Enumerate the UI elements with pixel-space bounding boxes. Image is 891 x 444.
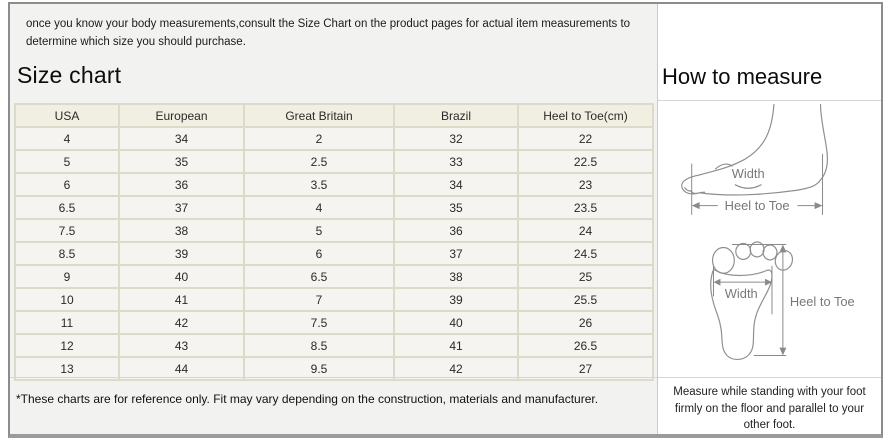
table-row: 8.5 39 6 37 24.5: [14, 241, 654, 266]
table-cell: 42: [393, 356, 519, 381]
table-row: 9 40 6.5 38 25: [14, 264, 654, 289]
table-cell: 39: [393, 287, 519, 312]
left-panel-divider: [10, 377, 657, 378]
table-cell: 2.5: [243, 149, 395, 174]
table-cell: 22: [517, 126, 654, 151]
table-cell: 35: [118, 149, 245, 174]
table-cell: 9: [14, 264, 120, 289]
table-cell: 24: [517, 218, 654, 243]
table-cell: 2: [243, 126, 395, 151]
table-row: 6.5 37 4 35 23.5: [14, 195, 654, 220]
how-to-measure-title: How to measure: [662, 64, 823, 89]
table-cell: 4: [243, 195, 395, 220]
table-cell: 23.5: [517, 195, 654, 220]
table-cell: 39: [118, 241, 245, 266]
table-cell: 13: [14, 356, 120, 381]
table-cell: 41: [393, 333, 519, 358]
size-chart-panel: once you know your body measurements,con…: [10, 4, 657, 434]
table-cell: 34: [118, 126, 245, 151]
table-cell: 43: [118, 333, 245, 358]
table-cell: 42: [118, 310, 245, 335]
foot-side-view-diagram: Width Heel to Toe: [681, 103, 828, 216]
table-cell: 12: [14, 333, 120, 358]
table-column-header: USA: [14, 103, 120, 128]
table-cell: 9.5: [243, 356, 395, 381]
footprint-heel-to-toe-label: Heel to Toe: [790, 294, 855, 309]
table-cell: 10: [14, 287, 120, 312]
size-chart-table: USA European Great Britain Brazil Heel to To…: [14, 103, 654, 381]
table-cell: 32: [393, 126, 519, 151]
table-row: 4 34 2 32 22: [14, 126, 654, 151]
table-cell: 37: [393, 241, 519, 266]
table-cell: 34: [393, 172, 519, 197]
side-heel-to-toe-label: Heel to Toe: [725, 198, 790, 213]
right-panel-divider-bottom: [658, 377, 881, 378]
table-row: 5 35 2.5 33 22.5: [14, 149, 654, 174]
table-header-row: USA European Great Britain Brazil Heel to To…: [14, 103, 654, 128]
table-row: 6 36 3.5 34 23: [14, 172, 654, 197]
footprint-width-label: Width: [725, 286, 758, 301]
table-cell: 11: [14, 310, 120, 335]
size-chart-footnote: *These charts are for reference only. Fi…: [16, 392, 599, 406]
table-cell: 40: [393, 310, 519, 335]
table-cell: 26.5: [517, 333, 654, 358]
table-row: 7.5 38 5 36 24: [14, 218, 654, 243]
table-row: 10 41 7 39 25.5: [14, 287, 654, 312]
table-cell: 44: [118, 356, 245, 381]
table-cell: 38: [118, 218, 245, 243]
table-cell: 24.5: [517, 241, 654, 266]
table-cell: 5: [243, 218, 395, 243]
table-row: 12 43 8.5 41 26.5: [14, 333, 654, 358]
table-cell: 26: [517, 310, 654, 335]
table-cell: 25.5: [517, 287, 654, 312]
table-cell: 3.5: [243, 172, 395, 197]
size-chart-title: Size chart: [17, 62, 122, 88]
table-cell: 25: [517, 264, 654, 289]
table-cell: 8.5: [14, 241, 120, 266]
table-cell: 37: [118, 195, 245, 220]
table-cell: 35: [393, 195, 519, 220]
table-cell: 27: [517, 356, 654, 381]
footprint-top-view-diagram: Width Heel to Toe: [710, 241, 855, 361]
table-cell: 22.5: [517, 149, 654, 174]
table-cell: 7.5: [14, 218, 120, 243]
table-cell: 6.5: [14, 195, 120, 220]
table-column-header: Great Britain: [243, 103, 395, 128]
table-row: 13 44 9.5 42 27: [14, 356, 654, 381]
table-cell: 33: [393, 149, 519, 174]
intro-text: once you know your body measurements,con…: [26, 18, 631, 48]
table-cell: 38: [393, 264, 519, 289]
table-cell: 36: [118, 172, 245, 197]
table-cell: 7.5: [243, 310, 395, 335]
table-column-header: Brazil: [393, 103, 519, 128]
table-cell: 6: [243, 241, 395, 266]
table-cell: 8.5: [243, 333, 395, 358]
how-to-measure-panel: How to measure Width Heel: [657, 4, 881, 434]
table-column-header: Heel to Toe(cm): [517, 103, 654, 128]
size-guide-frame: once you know your body measurements,con…: [8, 2, 883, 438]
table-cell: 6.5: [243, 264, 395, 289]
table-cell: 5: [14, 149, 120, 174]
right-panel-divider-top: [658, 100, 881, 101]
table-cell: 41: [118, 287, 245, 312]
table-row: 11 42 7.5 40 26: [14, 310, 654, 335]
table-cell: 40: [118, 264, 245, 289]
table-cell: 23: [517, 172, 654, 197]
side-width-label: Width: [732, 166, 765, 181]
measure-note: Measure while standing with your foot fi…: [673, 386, 866, 432]
table-cell: 4: [14, 126, 120, 151]
table-column-header: European: [118, 103, 245, 128]
table-cell: 7: [243, 287, 395, 312]
table-cell: 6: [14, 172, 120, 197]
table-cell: 36: [393, 218, 519, 243]
